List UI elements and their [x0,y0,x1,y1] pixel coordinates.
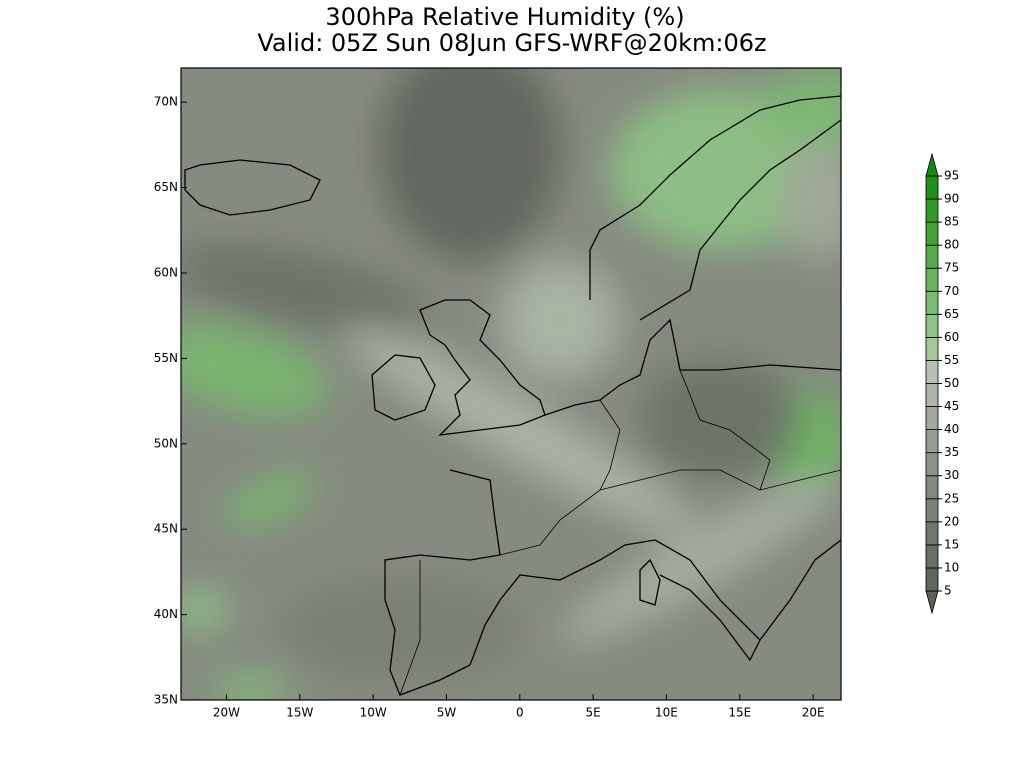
colorbar-box [925,544,939,569]
colorbar-label: 85 [944,215,959,229]
humidity-field [181,68,841,700]
colorbar-label: 95 [944,169,959,183]
colorbar-box [925,175,939,200]
colorbar-box [925,498,939,523]
colorbar-box [925,360,939,384]
colorbar-box [925,567,939,592]
colorbar-label: 25 [944,491,959,505]
colorbar-label: 90 [944,192,959,206]
colorbar-box [925,244,939,269]
colorbar-label: 80 [944,238,959,252]
lon-tick-label: 5W [437,706,457,720]
colorbar-label: 55 [944,353,959,367]
colorbar-extension-high [925,152,939,177]
lat-tick-label: 65N [154,180,178,194]
lat-tick-label: 70N [154,95,178,109]
colorbar-box [925,429,939,454]
colorbar-box [925,452,939,477]
colorbar-box [925,406,939,431]
map-axes: 20W 15W 10W 5W 0 5E 10E 15E 20E 35N 40N 45N 50N 55N 60… [154,95,825,720]
colorbar: 5 10 15 20 25 30 35 40 45 50 55 60 65 70 75 80 85 90 95 [925,152,959,615]
lat-tick-label: 60N [154,265,178,279]
colorbar-box [925,475,939,500]
colorbar-box [925,313,939,338]
lon-tick-label: 0 [516,706,524,720]
lat-tick-label: 55N [154,351,178,365]
colorbar-box [925,383,939,407]
colorbar-label: 75 [944,261,959,275]
colorbar-label: 45 [944,399,959,413]
lat-tick-label: 35N [154,693,178,707]
map-subtitle: Valid: 05Z Sun 08Jun GFS-WRF@20km:06z [257,29,766,57]
colorbar-label: 20 [944,514,959,528]
colorbar-label: 65 [944,307,959,321]
lon-tick-label: 20E [802,706,825,720]
lon-tick-label: 15W [286,706,313,720]
map-frame [180,67,842,701]
colorbar-label: 50 [944,376,959,390]
lon-tick-label: 20W [213,706,240,720]
lon-tick-label: 15E [728,706,751,720]
colorbar-label: 15 [944,537,959,551]
colorbar-box [925,336,939,361]
map-title: 300hPa Relative Humidity (%) [325,3,684,31]
colorbar-box [925,521,939,546]
colorbar-label: 40 [944,422,959,436]
colorbar-label: 60 [944,330,959,344]
colorbar-label: 70 [944,284,959,298]
colorbar-label: 35 [944,445,959,459]
lon-tick-label: 10E [655,706,678,720]
lon-tick-label: 5E [586,706,601,720]
colorbar-label: 30 [944,468,959,482]
colorbar-box [925,267,939,292]
colorbar-box [925,290,939,315]
lat-tick-label: 40N [154,607,178,621]
colorbar-label: 10 [944,560,959,574]
colorbar-box [925,221,939,246]
colorbar-label: 5 [944,584,952,598]
lat-tick-label: 50N [154,436,178,450]
colorbar-extension-low [925,590,939,615]
lon-tick-label: 10W [360,706,387,720]
colorbar-box [925,198,939,223]
lat-tick-label: 45N [154,522,178,536]
